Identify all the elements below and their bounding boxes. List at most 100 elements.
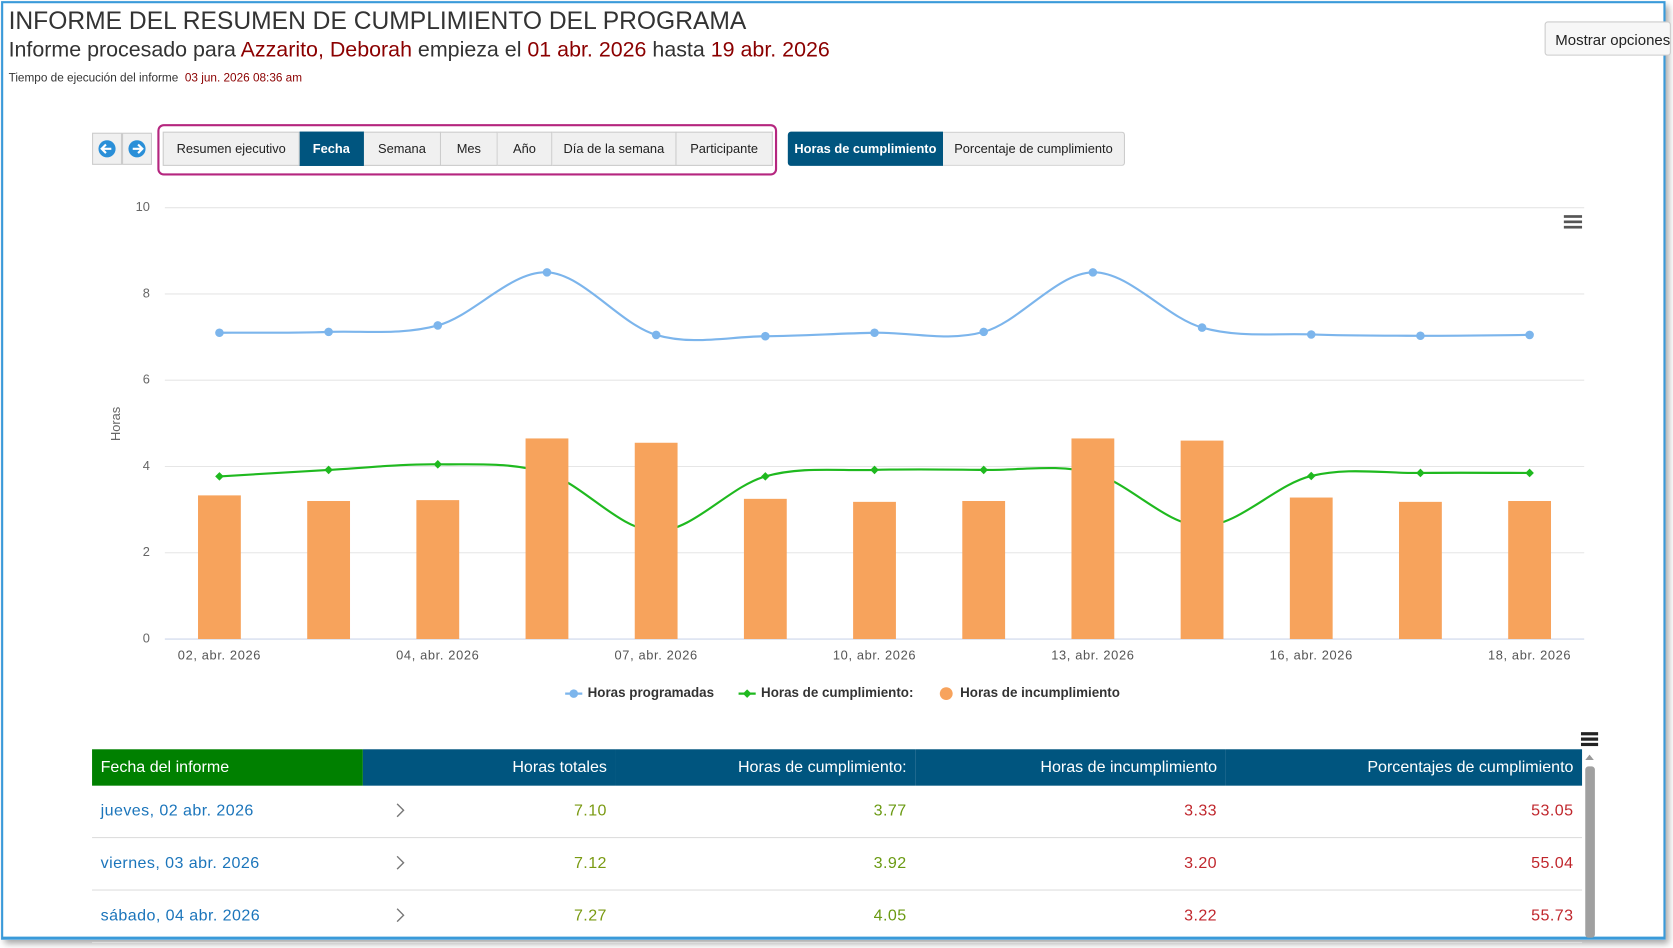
- line-marker: [1525, 330, 1534, 340]
- y-tick-label: 8: [143, 285, 150, 300]
- row-value: 55.04: [1531, 854, 1574, 873]
- line-marker: [433, 460, 443, 469]
- prev-icon: [98, 140, 116, 158]
- view-tab[interactable]: Día de la semana: [552, 131, 677, 166]
- subtitle-text: empieza el: [417, 38, 522, 63]
- line-marker: [1416, 331, 1425, 341]
- options-button[interactable]: Mostrar opciones: [1544, 21, 1671, 56]
- legend-item[interactable]: Horas programadas: [565, 685, 714, 700]
- x-tick-label: 07, abr. 2026: [615, 648, 698, 663]
- y-tick-label: 2: [143, 544, 150, 559]
- next-icon: [128, 140, 146, 158]
- x-tick-label: 18, abr. 2026: [1488, 648, 1571, 663]
- view-tab[interactable]: Participante: [676, 131, 773, 166]
- row-value: 7.27: [573, 906, 607, 925]
- metric-tab[interactable]: Horas de cumplimiento: [787, 131, 944, 166]
- bar: [853, 501, 896, 640]
- line-marker: [542, 268, 552, 277]
- row-value: 4.05: [873, 906, 907, 925]
- x-tick-label: 13, abr. 2026: [1051, 648, 1134, 663]
- line-marker: [1306, 330, 1316, 339]
- line-marker: [1416, 468, 1425, 478]
- line-marker: [215, 328, 224, 338]
- row-value: 53.05: [1531, 801, 1574, 820]
- column-header[interactable]: Porcentajes de cumplimiento: [1225, 749, 1583, 786]
- legend-marker: [939, 687, 953, 701]
- view-tab-group: [157, 124, 778, 176]
- legend-marker: [742, 689, 752, 698]
- prev-button[interactable]: [92, 132, 123, 165]
- start-date: 01 abr. 2026: [527, 38, 647, 63]
- line-marker: [870, 328, 879, 338]
- x-tick-label: 04, abr. 2026: [396, 648, 479, 663]
- row-value: 3.20: [1184, 854, 1218, 873]
- report-title: INFORME DEL RESUMEN DE CUMPLIMIENTO DEL …: [8, 6, 747, 35]
- run-time-value: 03 jun. 2026 08:36 am: [184, 71, 303, 85]
- x-tick-label: 16, abr. 2026: [1270, 648, 1353, 663]
- bar: [634, 442, 678, 640]
- x-tick-label: 02, abr. 2026: [178, 648, 261, 663]
- view-tab[interactable]: Año: [497, 131, 553, 166]
- row-value: 3.22: [1184, 906, 1218, 925]
- row-value: 3.92: [873, 854, 907, 873]
- y-axis-title: Horas: [108, 407, 123, 441]
- line-marker: [1525, 468, 1534, 478]
- bar: [416, 500, 460, 640]
- bar: [198, 495, 241, 640]
- row-date[interactable]: viernes, 03 abr. 2026: [100, 854, 260, 873]
- legend-item[interactable]: Horas de cumplimiento:: [738, 685, 914, 700]
- bar: [307, 500, 351, 640]
- line-marker: [1197, 323, 1207, 332]
- line-marker: [761, 331, 770, 341]
- y-tick-label: 0: [143, 630, 150, 645]
- bar: [743, 498, 787, 640]
- bar: [1289, 497, 1333, 640]
- column-header[interactable]: Fecha del informe: [92, 749, 363, 786]
- row-value: 3.77: [873, 801, 907, 820]
- row-expand[interactable]: [395, 855, 406, 870]
- metric-tab[interactable]: Porcentaje de cumplimiento: [943, 131, 1125, 166]
- report-subtitle: Informe procesado para Azzarito, Deborah…: [9, 39, 830, 64]
- view-tab[interactable]: Mes: [441, 131, 498, 166]
- bar: [1180, 440, 1224, 640]
- line-marker: [651, 330, 661, 340]
- participant: Azzarito, Deborah: [240, 38, 412, 63]
- view-tab[interactable]: Semana: [363, 131, 442, 166]
- bar: [1071, 438, 1115, 640]
- bar: [962, 500, 1006, 640]
- end-date: 19 abr. 2026: [710, 38, 830, 63]
- view-tab[interactable]: Fecha: [299, 131, 364, 166]
- line-marker: [215, 472, 224, 481]
- legend-item[interactable]: Horas de incumplimiento: [939, 685, 1120, 701]
- row-separator: [92, 837, 1583, 839]
- view-tab[interactable]: Resumen ejecutivo: [162, 131, 300, 166]
- y-tick-label: 4: [143, 458, 150, 473]
- row-date[interactable]: sábado, 04 abr. 2026: [100, 906, 261, 925]
- line-marker: [979, 465, 988, 475]
- subtitle-text: Informe procesado para: [8, 38, 236, 63]
- chart-menu[interactable]: [1563, 215, 1583, 229]
- column-header[interactable]: Horas totales: [362, 749, 616, 786]
- scrollbar[interactable]: [1585, 766, 1595, 938]
- next-button[interactable]: [122, 132, 152, 165]
- legend-label: Horas de cumplimiento:: [761, 685, 913, 700]
- subtitle-text: hasta: [652, 38, 705, 63]
- row-value: 55.73: [1531, 906, 1574, 925]
- row-expand[interactable]: [395, 908, 406, 923]
- run-time: Tiempo de ejecución del informe 03 jun. …: [9, 72, 302, 85]
- legend-label: Horas de incumplimiento: [960, 685, 1120, 700]
- row-expand[interactable]: [395, 803, 406, 818]
- column-header[interactable]: Horas de incumplimiento: [915, 749, 1226, 786]
- bar: [1508, 500, 1552, 640]
- row-value: 7.12: [573, 854, 607, 873]
- line-marker: [1306, 471, 1316, 481]
- legend-marker: [569, 689, 579, 698]
- row-date[interactable]: jueves, 02 abr. 2026: [100, 801, 254, 820]
- column-header[interactable]: Horas de cumplimiento:: [615, 749, 916, 786]
- table-menu[interactable]: [1579, 730, 1600, 762]
- run-time-label: Tiempo de ejecución del informe: [8, 71, 179, 85]
- row-value: 7.10: [573, 801, 607, 820]
- line-marker: [979, 327, 988, 337]
